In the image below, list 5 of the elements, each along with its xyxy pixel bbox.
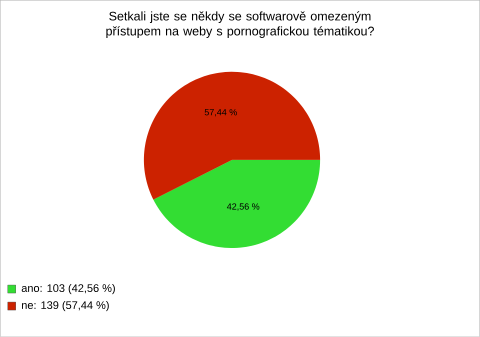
legend-label: ano: 103 (42,56 %) xyxy=(22,284,115,294)
data-label: 57,44 % xyxy=(204,109,237,117)
legend-label: ne: 139 (57,44 %) xyxy=(22,301,109,312)
data-label: 42,56 % xyxy=(226,203,260,211)
chart-title: Setkali jste se někdy se softwarově omezeným přístupem na weby s pornografickou tématikou? xyxy=(106,11,374,38)
